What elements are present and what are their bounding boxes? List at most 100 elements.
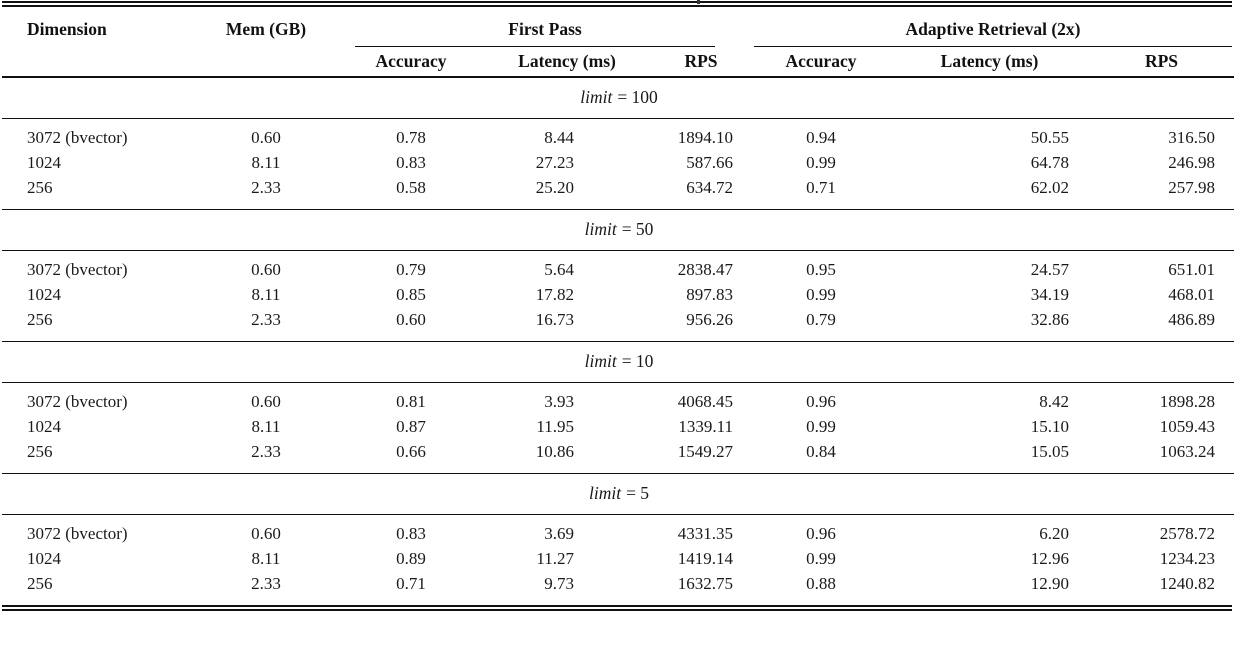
cell-mem: 2.33 bbox=[251, 573, 281, 593]
cell-fp-accuracy: 0.60 bbox=[396, 309, 426, 329]
cell-dimension: 3072 (bvector) bbox=[27, 127, 128, 147]
cell-fp-latency: 8.44 bbox=[544, 127, 574, 147]
table-header: Dimension Mem (GB) First Pass Adaptive R… bbox=[2, 7, 1234, 78]
table-row: 3072 (bvector) 0.60 0.83 3.69 4331.35 0.… bbox=[2, 515, 1234, 547]
cell-mem: 2.33 bbox=[251, 441, 281, 461]
cell-dimension: 1024 bbox=[27, 548, 61, 568]
cell-fp-latency: 5.64 bbox=[544, 259, 574, 279]
limit-var: limit bbox=[588, 483, 622, 503]
cell-mem: 8.11 bbox=[251, 152, 281, 172]
cell-mem: 8.11 bbox=[251, 548, 281, 568]
bottom-rule-thin bbox=[2, 605, 1232, 607]
cell-ar-rps: 246.98 bbox=[1168, 152, 1216, 172]
cell-fp-accuracy: 0.78 bbox=[396, 127, 426, 147]
cell-fp-latency: 17.82 bbox=[535, 284, 574, 304]
limit-var: limit bbox=[584, 351, 617, 371]
cell-fp-accuracy: 0.66 bbox=[396, 441, 426, 461]
cell-ar-latency: 6.20 bbox=[1039, 523, 1069, 543]
table-row: 256 2.33 0.60 16.73 956.26 0.79 32.86 48… bbox=[2, 307, 1234, 342]
cell-ar-rps: 1063.24 bbox=[1159, 441, 1216, 461]
table-row: 3072 (bvector) 0.60 0.78 8.44 1894.10 0.… bbox=[2, 119, 1234, 151]
table-row: 256 2.33 0.71 9.73 1632.75 0.88 12.90 12… bbox=[2, 571, 1234, 605]
cell-ar-rps: 651.01 bbox=[1168, 259, 1216, 279]
cell-fp-accuracy: 0.85 bbox=[396, 284, 426, 304]
cell-ar-latency: 62.02 bbox=[1030, 177, 1069, 197]
cell-dimension: 1024 bbox=[27, 284, 61, 304]
cell-dimension: 256 bbox=[27, 177, 53, 197]
cell-fp-latency: 11.27 bbox=[536, 548, 574, 568]
limit-eq: = 5 bbox=[626, 483, 650, 503]
cell-ar-accuracy: 0.96 bbox=[806, 523, 836, 543]
cell-mem: 0.60 bbox=[251, 391, 281, 411]
cell-ar-latency: 12.96 bbox=[1030, 548, 1069, 568]
section-limit-row: limit = 5 bbox=[2, 473, 1234, 515]
cell-dimension: 3072 (bvector) bbox=[27, 391, 128, 411]
table-row: 1024 8.11 0.87 11.95 1339.11 0.99 15.10 … bbox=[2, 414, 1234, 439]
group-header-adaptive-retrieval: Adaptive Retrieval (2x) bbox=[750, 7, 1234, 47]
cell-ar-accuracy: 0.99 bbox=[806, 548, 836, 568]
section-limit-row: limit = 50 bbox=[2, 209, 1234, 251]
cell-ar-accuracy: 0.88 bbox=[806, 573, 836, 593]
cell-ar-latency: 34.19 bbox=[1030, 284, 1069, 304]
cell-fp-accuracy: 0.87 bbox=[396, 416, 426, 436]
cell-fp-rps: 4068.45 bbox=[677, 391, 733, 411]
cell-ar-latency: 15.10 bbox=[1030, 416, 1069, 436]
cell-ar-accuracy: 0.84 bbox=[806, 441, 836, 461]
cell-ar-rps: 1059.43 bbox=[1159, 416, 1216, 436]
section-limit-row: limit = 10 bbox=[2, 341, 1234, 383]
table-row: 1024 8.11 0.85 17.82 897.83 0.99 34.19 4… bbox=[2, 282, 1234, 307]
section-limit-row: limit = 100 bbox=[2, 76, 1234, 119]
cell-fp-latency: 9.73 bbox=[544, 573, 574, 593]
cell-mem: 8.11 bbox=[251, 416, 281, 436]
cell-ar-accuracy: 0.71 bbox=[806, 177, 836, 197]
col-header-mem: Mem (GB) bbox=[225, 18, 307, 39]
cell-dimension: 256 bbox=[27, 309, 53, 329]
cell-ar-rps: 468.01 bbox=[1168, 284, 1216, 304]
table-row: 3072 (bvector) 0.60 0.81 3.93 4068.45 0.… bbox=[2, 383, 1234, 415]
cell-fp-rps: 2838.47 bbox=[677, 259, 733, 279]
col-header-ar-accuracy: Accuracy bbox=[750, 47, 892, 78]
limit-eq: = 10 bbox=[621, 351, 654, 371]
cell-ar-latency: 8.42 bbox=[1039, 391, 1069, 411]
cell-ar-latency: 64.78 bbox=[1030, 152, 1069, 172]
top-rule-thin bbox=[2, 1, 1232, 3]
cell-mem: 8.11 bbox=[251, 284, 281, 304]
group-header-first-pass: First Pass bbox=[340, 7, 750, 47]
cell-fp-accuracy: 0.58 bbox=[396, 177, 426, 197]
cell-ar-latency: 15.05 bbox=[1030, 441, 1069, 461]
limit-var: limit bbox=[584, 219, 617, 239]
cell-fp-rps: 1339.11 bbox=[678, 416, 733, 436]
col-header-dimension: Dimension bbox=[27, 18, 107, 39]
cell-fp-rps: 634.72 bbox=[686, 177, 733, 197]
section-limit-label: limit = 5 bbox=[2, 473, 1234, 515]
cell-fp-rps: 1549.27 bbox=[677, 441, 733, 461]
cell-fp-accuracy: 0.79 bbox=[396, 259, 426, 279]
limit-eq: = 100 bbox=[617, 87, 658, 107]
cell-ar-rps: 486.89 bbox=[1168, 309, 1216, 329]
col-header-ar-latency: Latency (ms) bbox=[892, 47, 1087, 78]
cell-fp-rps: 587.66 bbox=[686, 152, 733, 172]
cell-mem: 2.33 bbox=[251, 309, 281, 329]
cell-mem: 0.60 bbox=[251, 127, 281, 147]
cell-fp-accuracy: 0.81 bbox=[396, 391, 426, 411]
cell-fp-latency: 11.95 bbox=[536, 416, 574, 436]
cell-ar-rps: 1240.82 bbox=[1159, 573, 1216, 593]
cell-ar-latency: 12.90 bbox=[1030, 573, 1069, 593]
table-body: limit = 100 3072 (bvector) 0.60 0.78 8.44… bbox=[2, 76, 1234, 605]
table-row: 256 2.33 0.58 25.20 634.72 0.71 62.02 25… bbox=[2, 175, 1234, 210]
bottom-rule-thick bbox=[2, 608, 1232, 611]
table-row: 1024 8.11 0.83 27.23 587.66 0.99 64.78 2… bbox=[2, 150, 1234, 175]
cell-mem: 0.60 bbox=[251, 259, 281, 279]
cell-dimension: 3072 (bvector) bbox=[27, 523, 128, 543]
cell-dimension: 256 bbox=[27, 573, 53, 593]
table-row: 256 2.33 0.66 10.86 1549.27 0.84 15.05 1… bbox=[2, 439, 1234, 474]
cell-ar-accuracy: 0.96 bbox=[806, 391, 836, 411]
top-rule-thick bbox=[2, 4, 1232, 7]
cell-dimension: 1024 bbox=[27, 416, 61, 436]
cell-ar-rps: 1898.28 bbox=[1159, 391, 1216, 411]
cell-fp-latency: 10.86 bbox=[535, 441, 574, 461]
benchmark-table: Dimension Mem (GB) First Pass Adaptive R… bbox=[2, 7, 1234, 605]
sub-header-row: Accuracy Latency (ms) RPS Accuracy Laten… bbox=[2, 47, 1234, 78]
section-limit-label: limit = 10 bbox=[2, 341, 1234, 383]
cell-mem: 2.33 bbox=[251, 177, 281, 197]
